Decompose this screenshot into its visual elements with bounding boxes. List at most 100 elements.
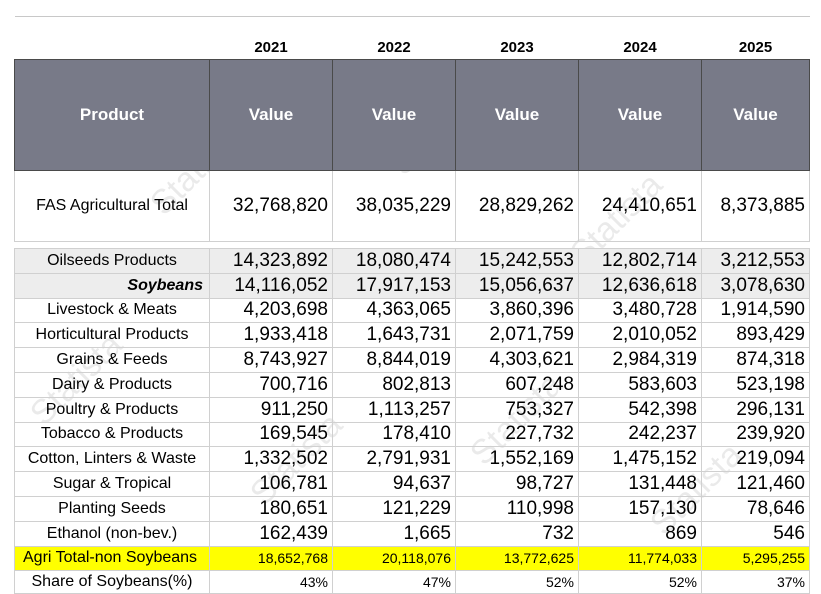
- cell-value: 3,480,728: [578, 297, 702, 324]
- year-header: 2021: [254, 39, 288, 56]
- cell-value: 296,131: [701, 396, 810, 423]
- cell-value: 4,203,698: [209, 297, 333, 324]
- row-label: Oilseeds Products: [14, 248, 210, 274]
- year-header-row: 2021 2022 2023 2024 2025: [15, 18, 810, 60]
- share-soybeans-row: Share of Soybeans(%) 43% 47% 52% 52% 37%: [14, 569, 810, 594]
- cell-value: 1,933,418: [209, 322, 333, 349]
- cell-value: 8,743,927: [209, 347, 333, 373]
- product-header: Product: [14, 59, 210, 171]
- cell-value: 94,637: [332, 471, 456, 497]
- cell-value: 869: [578, 520, 702, 547]
- cell-value: 1,643,731: [332, 322, 456, 349]
- cell-value: 157,130: [578, 495, 702, 522]
- cell-value: 32,768,820: [209, 170, 333, 242]
- cell-value: 4,363,065: [332, 297, 456, 324]
- cell-value: 893,429: [701, 322, 810, 349]
- table-row: Cotton, Linters & Waste 1,332,502 2,791,…: [14, 446, 810, 473]
- row-label: Sugar & Tropical: [14, 471, 210, 497]
- row-label: Grains & Feeds: [14, 347, 210, 373]
- cell-value: 52%: [578, 569, 702, 594]
- year-header: 2025: [738, 39, 773, 56]
- cell-value: 3,860,396: [455, 297, 579, 324]
- cell-value: 583,603: [578, 371, 702, 398]
- cell-value: 17,917,153: [332, 272, 456, 299]
- row-label: Planting Seeds: [14, 495, 210, 522]
- cell-value: 38,035,229: [332, 170, 456, 242]
- cell-value: 121,460: [701, 471, 810, 497]
- cell-value: 1,914,590: [701, 297, 810, 324]
- cell-value: 131,448: [578, 471, 702, 497]
- cell-value: 78,646: [701, 495, 810, 522]
- cell-value: 607,248: [455, 371, 579, 398]
- cell-value: 15,056,637: [455, 272, 579, 299]
- table-row: Livestock & Meats 4,203,698 4,363,065 3,…: [14, 297, 810, 324]
- cell-value: 874,318: [701, 347, 810, 373]
- cell-value: 1,475,152: [578, 446, 702, 473]
- table-row: Planting Seeds 180,651 121,229 110,998 1…: [14, 495, 810, 522]
- cell-value: 162,439: [209, 520, 333, 547]
- cell-value: 52%: [455, 569, 579, 594]
- table-row: Grains & Feeds 8,743,927 8,844,019 4,303…: [14, 347, 810, 373]
- cell-value: 43%: [209, 569, 333, 594]
- table-row: Ethanol (non-bev.) 162,439 1,665 732 869…: [14, 520, 810, 547]
- cell-value: 523,198: [701, 371, 810, 398]
- cell-value: 239,920: [701, 421, 810, 448]
- cell-value: 18,080,474: [332, 248, 456, 274]
- table-row: Soybeans 14,116,052 17,917,153 15,056,63…: [14, 272, 810, 299]
- cell-value: 98,727: [455, 471, 579, 497]
- row-label: Poultry & Products: [14, 396, 210, 423]
- fas-total-row: FAS Agricultural Total 32,768,820 38,035…: [14, 170, 810, 242]
- row-label: FAS Agricultural Total: [14, 170, 210, 242]
- column-header-row: Product Value Value Value Value Value: [14, 59, 810, 171]
- cell-value: 542,398: [578, 396, 702, 423]
- table-row: Tobacco & Products 169,545 178,410 227,7…: [14, 421, 810, 448]
- cell-value: 178,410: [332, 421, 456, 448]
- spacer-row: [15, 242, 810, 249]
- value-header: Value: [455, 59, 579, 171]
- cell-value: 2,791,931: [332, 446, 456, 473]
- cell-value: 37%: [701, 569, 810, 594]
- cell-value: 4,303,621: [455, 347, 579, 373]
- cell-value: 14,116,052: [209, 272, 333, 299]
- value-header: Value: [701, 59, 810, 171]
- year-header-empty: [15, 18, 210, 60]
- cell-value: 1,552,169: [455, 446, 579, 473]
- year-header: 2022: [377, 39, 411, 56]
- cell-value: 47%: [332, 569, 456, 594]
- cell-value: 242,237: [578, 421, 702, 448]
- value-header: Value: [209, 59, 333, 171]
- cell-value: 20,118,076: [332, 545, 456, 571]
- cell-value: 5,295,255: [701, 545, 810, 571]
- cell-value: 3,212,553: [701, 248, 810, 274]
- cell-value: 732: [455, 520, 579, 547]
- table-row: Horticultural Products 1,933,418 1,643,7…: [14, 322, 810, 349]
- cell-value: 700,716: [209, 371, 333, 398]
- cell-value: 18,652,768: [209, 545, 333, 571]
- cell-value: 2,010,052: [578, 322, 702, 349]
- table-row: Dairy & Products 700,716 802,813 607,248…: [14, 371, 810, 398]
- value-header: Value: [578, 59, 702, 171]
- cell-value: 8,844,019: [332, 347, 456, 373]
- cell-value: 180,651: [209, 495, 333, 522]
- table-row: Poultry & Products 911,250 1,113,257 753…: [14, 396, 810, 423]
- cell-value: 227,732: [455, 421, 579, 448]
- cell-value: 911,250: [209, 396, 333, 423]
- cell-value: 219,094: [701, 446, 810, 473]
- row-label: Livestock & Meats: [14, 297, 210, 324]
- table-row: Oilseeds Products 14,323,892 18,080,474 …: [14, 248, 810, 274]
- row-label: Tobacco & Products: [14, 421, 210, 448]
- year-header: 2024: [623, 39, 657, 56]
- cell-value: 24,410,651: [578, 170, 702, 242]
- row-label: Agri Total-non Soybeans: [14, 545, 210, 571]
- cell-value: 2,984,319: [578, 347, 702, 373]
- cell-value: 2,071,759: [455, 322, 579, 349]
- year-header: 2023: [500, 39, 534, 56]
- row-label: Soybeans: [14, 272, 210, 299]
- cell-value: 3,078,630: [701, 272, 810, 299]
- row-label: Dairy & Products: [14, 371, 210, 398]
- agri-non-soybeans-row: Agri Total-non Soybeans 18,652,768 20,11…: [14, 545, 810, 571]
- cell-value: 12,636,618: [578, 272, 702, 299]
- cell-value: 110,998: [455, 495, 579, 522]
- value-header: Value: [332, 59, 456, 171]
- cell-value: 12,802,714: [578, 248, 702, 274]
